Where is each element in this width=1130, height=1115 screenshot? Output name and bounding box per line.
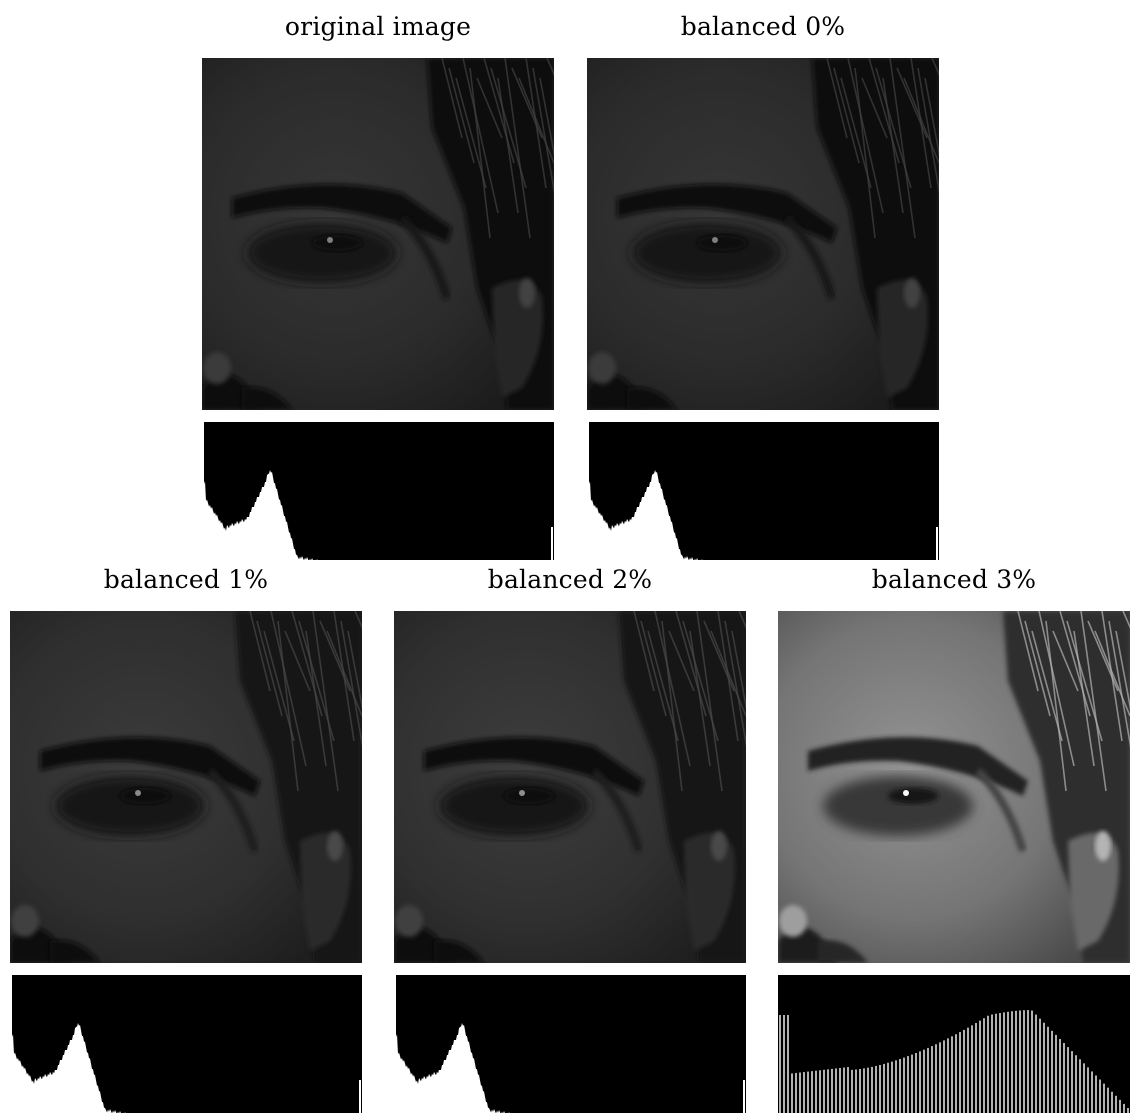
histogram [778,975,1130,1115]
face-photo [10,611,362,963]
panel-caption: original image [284,12,472,41]
histogram [202,422,554,562]
face-photo [587,58,939,410]
panel-caption: balanced 1% [103,565,269,594]
face-photo [778,611,1130,963]
histogram [10,975,362,1115]
panel-caption: balanced 2% [487,565,653,594]
panel-caption: balanced 0% [680,12,846,41]
face-photo [202,58,554,410]
histogram [587,422,939,562]
histogram [394,975,746,1115]
panel-caption: balanced 3% [871,565,1037,594]
face-photo [394,611,746,963]
